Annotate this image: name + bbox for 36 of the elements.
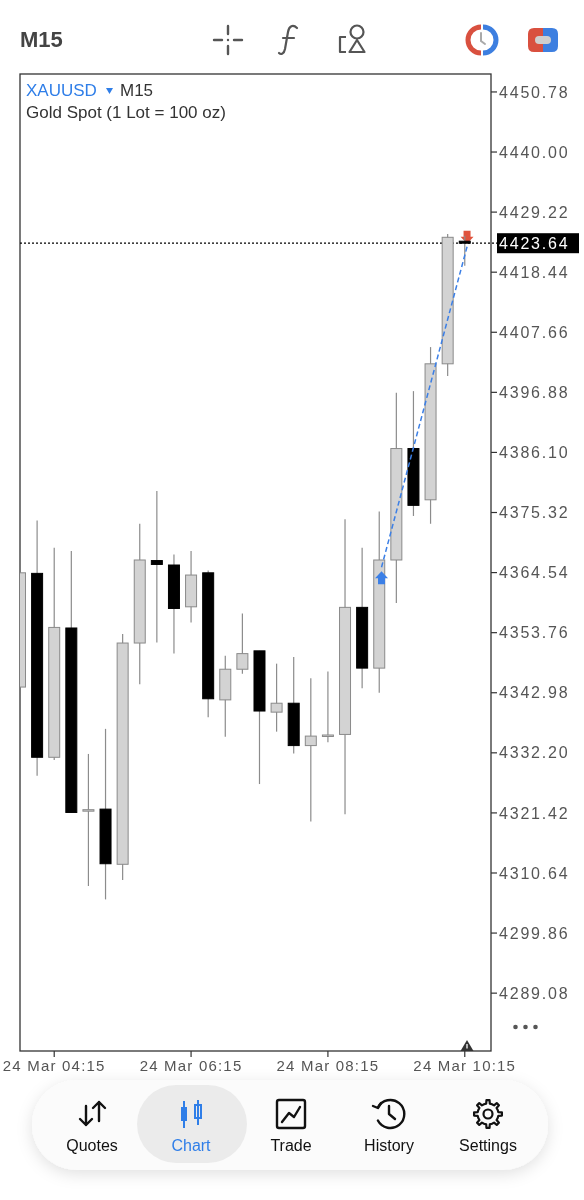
y-tick-label: 4407.66 (499, 323, 570, 341)
text: Trade (270, 1137, 312, 1154)
x-tick-label: 24 Mar 06:15 (139, 1057, 243, 1074)
chart-title: XAUUSD (26, 81, 97, 100)
y-tick-label: 4375.32 (499, 504, 570, 522)
candlestick (236, 612, 249, 675)
y-tick-label: 4353.76 (499, 624, 570, 642)
annotation: M15 (120, 81, 154, 100)
y-tick-label: 4418.44 (499, 263, 570, 281)
y-tick-label: 4429.22 (499, 203, 570, 221)
candlestick (270, 663, 283, 733)
y-tick-label: 4364.54 (499, 564, 570, 582)
text: M15 (20, 27, 63, 52)
y-tick-label: 4386.10 (499, 444, 570, 462)
y-tick-label: 4321.42 (499, 804, 570, 822)
y-tick-label: 4396.88 (499, 383, 570, 401)
y-tick-label: 4440.00 (499, 143, 570, 161)
text: Gold Spot (1 Lot = 100 oz) (26, 103, 226, 122)
x-tick-label: 24 Mar 08:15 (276, 1057, 380, 1074)
y-tick-label: 4342.98 (499, 684, 570, 702)
ref-line-label: 4423.64 (499, 234, 570, 252)
x-tick-label: 24 Mar 10:15 (413, 1057, 517, 1074)
text: Settings (459, 1137, 517, 1154)
candlestick (150, 490, 163, 644)
text: Quotes (66, 1137, 118, 1154)
x-tick-label: 24 Mar 04:15 (2, 1057, 106, 1074)
y-tick-label: 4450.78 (499, 83, 570, 101)
candlestick (82, 753, 95, 887)
y-tick-label: 4310.64 (499, 864, 570, 882)
y-tick-label: 4289.08 (499, 984, 570, 1002)
text: Chart (171, 1137, 212, 1154)
y-tick-label: 4332.20 (499, 744, 570, 762)
text: History (364, 1137, 414, 1154)
candlestick (304, 677, 317, 822)
y-tick-label: 4299.86 (499, 924, 570, 942)
candlestick (321, 670, 334, 743)
